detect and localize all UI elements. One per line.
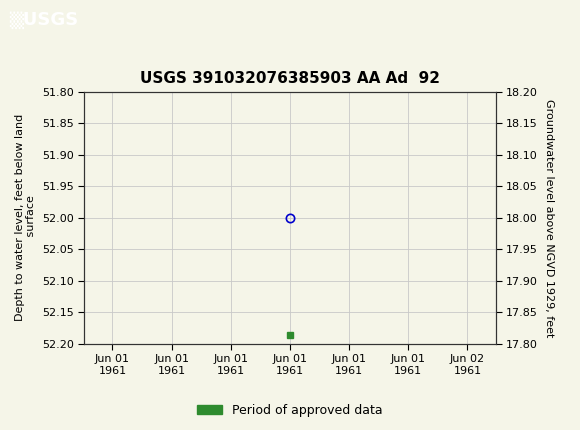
- Y-axis label: Depth to water level, feet below land
 surface: Depth to water level, feet below land su…: [14, 114, 37, 321]
- Legend: Period of approved data: Period of approved data: [192, 399, 388, 421]
- Text: ▒USGS: ▒USGS: [9, 11, 78, 29]
- Y-axis label: Groundwater level above NGVD 1929, feet: Groundwater level above NGVD 1929, feet: [543, 98, 554, 337]
- Title: USGS 391032076385903 AA Ad  92: USGS 391032076385903 AA Ad 92: [140, 71, 440, 86]
